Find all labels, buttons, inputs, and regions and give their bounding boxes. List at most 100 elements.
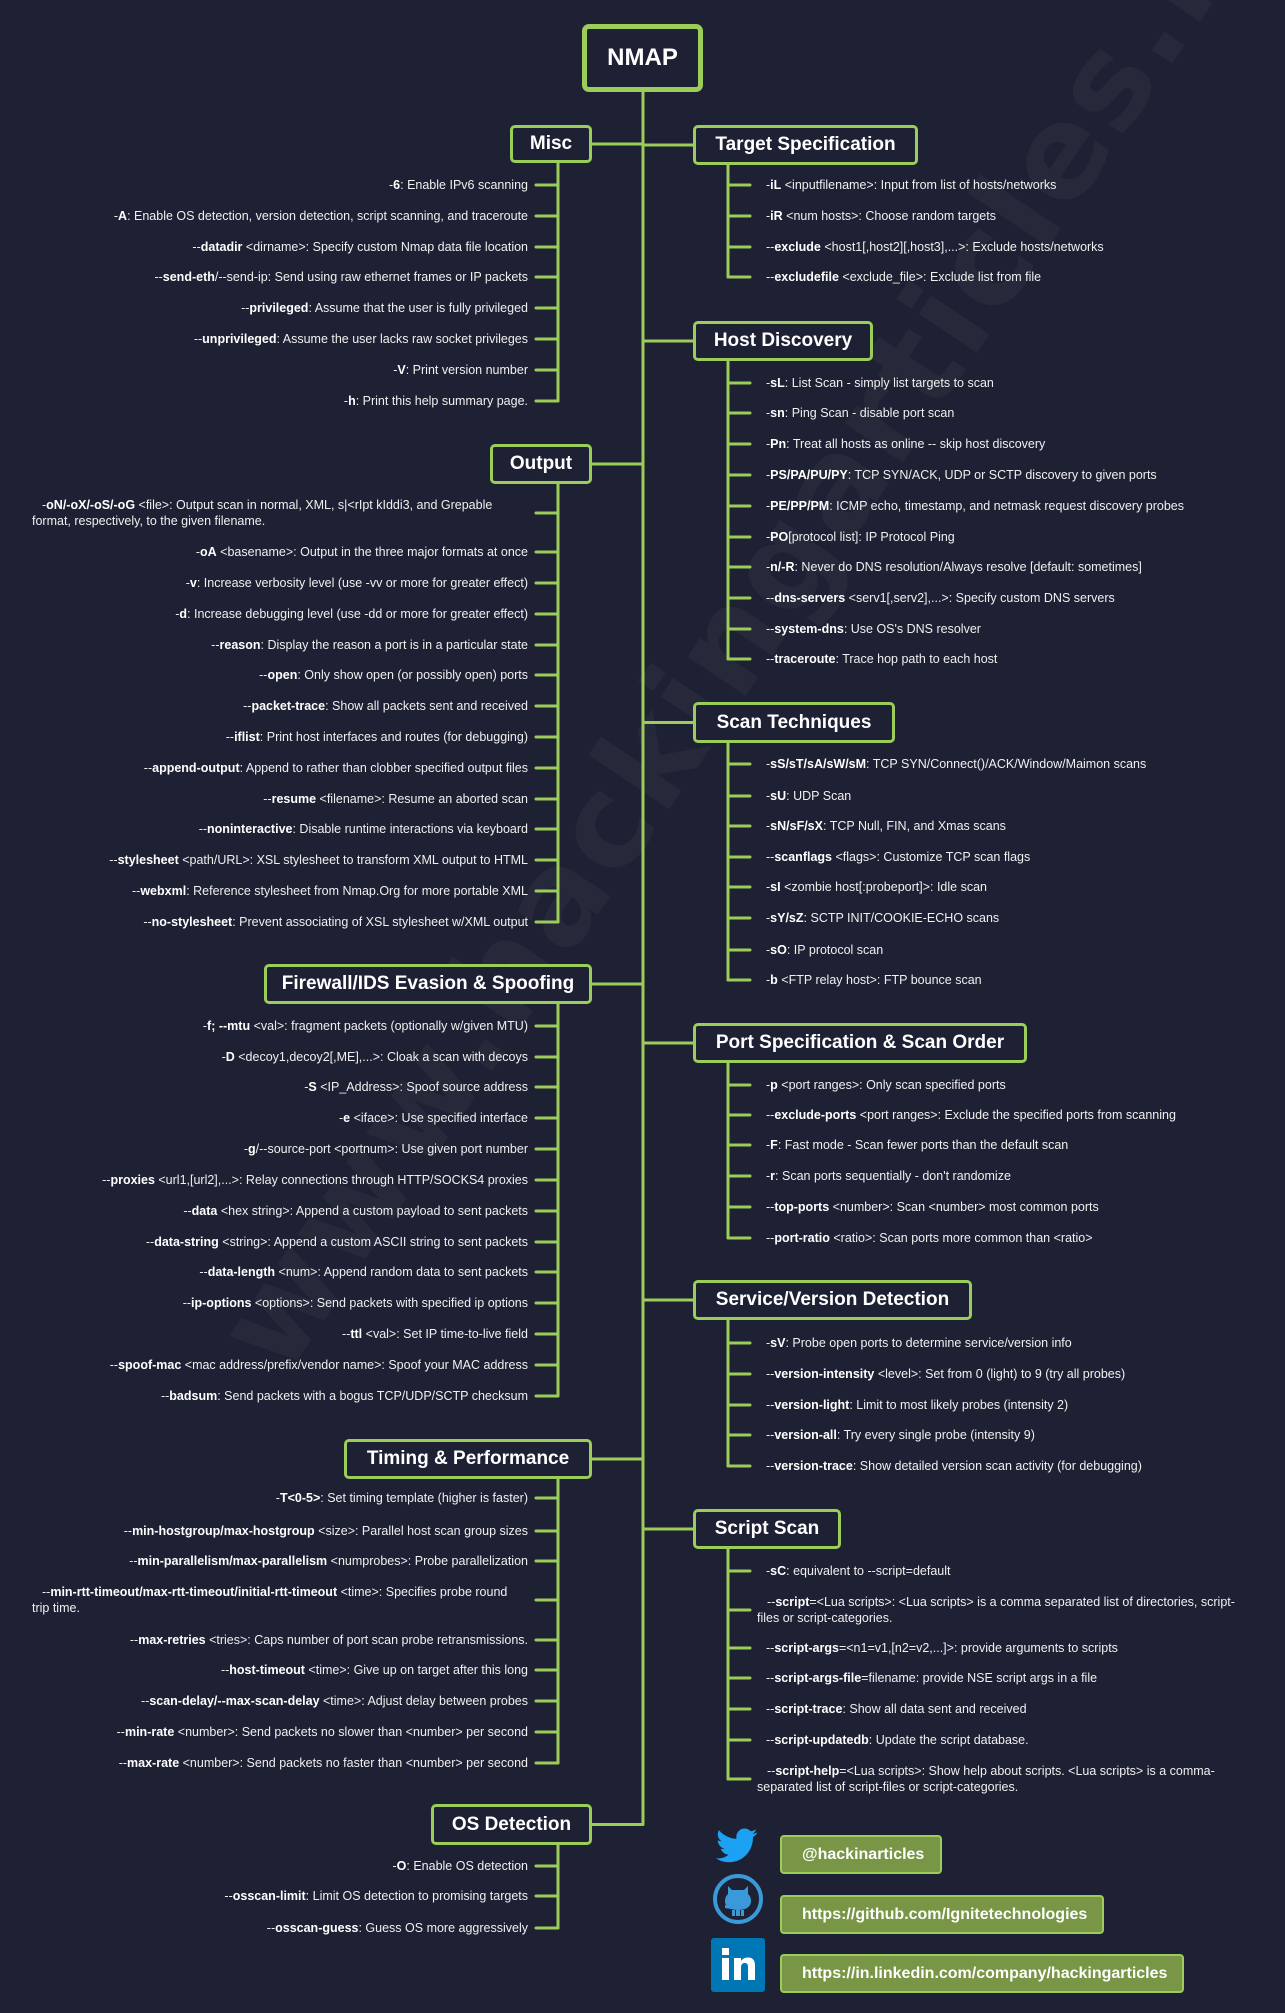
list-item: -PS/PA/PU/PY: TCP SYN/ACK, UDP or SCTP d… xyxy=(766,467,1157,483)
option-description: <val>: fragment packets (optionally w/gi… xyxy=(250,1019,528,1033)
option-description: : UDP Scan xyxy=(786,789,852,803)
list-item: -T<0-5>: Set timing template (higher is … xyxy=(276,1490,528,1506)
option-flag: scanflags xyxy=(774,850,832,864)
option-prefix: -- xyxy=(766,1428,775,1442)
option-prefix: -- xyxy=(225,730,235,744)
option-prefix: -- xyxy=(266,1921,276,1935)
option-flag: S xyxy=(308,1080,317,1094)
list-item: -Pn: Treat all hosts as online -- skip h… xyxy=(766,436,1045,452)
option-description: =<Lua scripts>: <Lua scripts> is a comma… xyxy=(757,1595,1235,1625)
list-item: --packet-trace: Show all packets sent an… xyxy=(243,698,528,714)
option-description: : Use OS's DNS resolver xyxy=(843,622,981,636)
option-flag: excludefile xyxy=(774,270,839,284)
list-item: --datadir <dirname>: Specify custom Nmap… xyxy=(192,239,528,255)
option-flag: min-rate xyxy=(124,1725,175,1739)
option-flag: sO xyxy=(770,943,787,957)
option-description: <num hosts>: Choose random targets xyxy=(782,209,996,223)
option-flag: version-light xyxy=(774,1398,850,1412)
option-description: =<n1=v1,[n2=v2,...]>: provide arguments … xyxy=(838,1641,1118,1655)
linkedin-link[interactable]: https://in.linkedin.com/company/hackinga… xyxy=(780,1954,1184,1993)
option-flag: traceroute xyxy=(774,652,836,666)
list-item: --traceroute: Trace hop path to each hos… xyxy=(766,651,997,667)
list-item: --exclude-ports <port ranges>: Exclude t… xyxy=(766,1107,1176,1123)
option-prefix: -- xyxy=(102,1173,111,1187)
list-item: --excludefile <exclude_file>: Exclude li… xyxy=(766,269,1041,285)
option-prefix: -- xyxy=(42,1585,51,1599)
option-flag: spoof-mac xyxy=(118,1358,182,1372)
list-item: --data-length <num>: Append random data … xyxy=(199,1264,528,1280)
option-flag: O xyxy=(396,1859,407,1873)
option-flag: iR xyxy=(770,209,783,223)
option-flag: g xyxy=(248,1142,256,1156)
section-port-specification-scan-order: Port Specification & Scan Order xyxy=(693,1023,1027,1063)
option-flag: script xyxy=(775,1595,810,1609)
option-description: : Print host interfaces and routes (for … xyxy=(259,730,528,744)
option-flag: data xyxy=(191,1204,218,1218)
option-prefix: - xyxy=(243,1142,248,1156)
option-prefix: -- xyxy=(192,240,201,254)
option-description: <level>: Set from 0 (light) to 9 (try al… xyxy=(874,1367,1126,1381)
option-description: : Guess OS more aggressively xyxy=(358,1921,528,1935)
option-description: <mac address/prefix/vendor name>: Spoof … xyxy=(181,1358,528,1372)
twitter-link[interactable]: @hackinarticles xyxy=(780,1835,942,1874)
option-flag: script-help xyxy=(775,1764,840,1778)
option-flag: packet-trace xyxy=(251,699,326,713)
list-item: --scanflags <flags>: Customize TCP scan … xyxy=(766,849,1030,865)
list-item: --noninteractive: Disable runtime intera… xyxy=(199,821,528,837)
option-prefix: -- xyxy=(143,761,153,775)
option-prefix: - xyxy=(766,499,771,513)
option-description: <flags>: Customize TCP scan flags xyxy=(832,850,1031,864)
option-description: : Set timing template (higher is faster) xyxy=(320,1491,528,1505)
option-prefix: - xyxy=(389,178,394,192)
option-description: : Print this help summary page. xyxy=(355,394,528,408)
section-os-detection: OS Detection xyxy=(431,1804,592,1845)
option-flag: sU xyxy=(770,789,787,803)
list-item: -iL <inputfilename>: Input from list of … xyxy=(766,177,1056,193)
option-prefix: - xyxy=(42,498,47,512)
option-flag: F xyxy=(770,1138,778,1152)
option-description: : Limit OS detection to promising target… xyxy=(305,1889,528,1903)
list-item: -sO: IP protocol scan xyxy=(766,942,883,958)
option-flag: ttl xyxy=(350,1327,363,1341)
option-flag: script-trace xyxy=(774,1702,843,1716)
option-description: <exclude_file>: Exclude list from file xyxy=(838,270,1042,284)
list-item: -sI <zombie host[:probeport]>: Idle scan xyxy=(766,879,987,895)
list-item: -sU: UDP Scan xyxy=(766,788,851,804)
linkedin-icon[interactable] xyxy=(711,1938,765,1992)
option-description: <time>: Give up on target after this lon… xyxy=(304,1663,528,1677)
option-flag: script-args xyxy=(774,1641,839,1655)
github-link[interactable]: https://github.com/Ignitetechnologies xyxy=(780,1895,1104,1934)
option-flag: D xyxy=(225,1050,235,1064)
option-flag: b xyxy=(770,973,778,987)
option-flag: badsum xyxy=(169,1389,218,1403)
option-flag: sS/sT/sA/sW/sM xyxy=(770,757,867,771)
option-flag: osscan-limit xyxy=(232,1889,306,1903)
option-flag: unprivileged xyxy=(202,332,277,346)
section-script-scan: Script Scan xyxy=(693,1509,841,1549)
option-description: : Try every single probe (intensity 9) xyxy=(836,1428,1035,1442)
option-description: : Fast mode - Scan fewer ports than the … xyxy=(777,1138,1069,1152)
option-flag: data-string xyxy=(154,1235,219,1249)
option-prefix: - xyxy=(766,757,771,771)
list-item: --stylesheet <path/URL>: XSL stylesheet … xyxy=(109,852,528,868)
option-description: <time>: Adjust delay between probes xyxy=(319,1694,528,1708)
option-description: <options>: Send packets with specified i… xyxy=(251,1296,528,1310)
option-prefix: - xyxy=(766,1078,771,1092)
option-description: <number>: Send packets no faster than <n… xyxy=(179,1756,528,1770)
list-item: --script-trace: Show all data sent and r… xyxy=(766,1701,1027,1717)
list-item: --osscan-limit: Limit OS detection to pr… xyxy=(224,1888,528,1904)
option-prefix: - xyxy=(766,1336,771,1350)
option-flag: sN/sF/sX xyxy=(770,819,823,833)
option-flag: proxies xyxy=(110,1173,155,1187)
twitter-icon[interactable] xyxy=(716,1828,758,1864)
option-flag: Pn xyxy=(770,437,787,451)
list-item: --system-dns: Use OS's DNS resolver xyxy=(766,621,981,637)
option-flag: stylesheet xyxy=(117,853,179,867)
option-flag: f; --mtu xyxy=(207,1019,251,1033)
list-item: -A: Enable OS detection, version detecti… xyxy=(114,208,528,224)
github-icon[interactable] xyxy=(711,1872,765,1926)
option-flag: scan-delay/--max-scan-delay xyxy=(149,1694,320,1708)
list-item: --top-ports <number>: Scan <number> most… xyxy=(766,1199,1099,1215)
option-flag: exclude xyxy=(774,240,821,254)
option-description: : Show all data sent and received xyxy=(842,1702,1027,1716)
